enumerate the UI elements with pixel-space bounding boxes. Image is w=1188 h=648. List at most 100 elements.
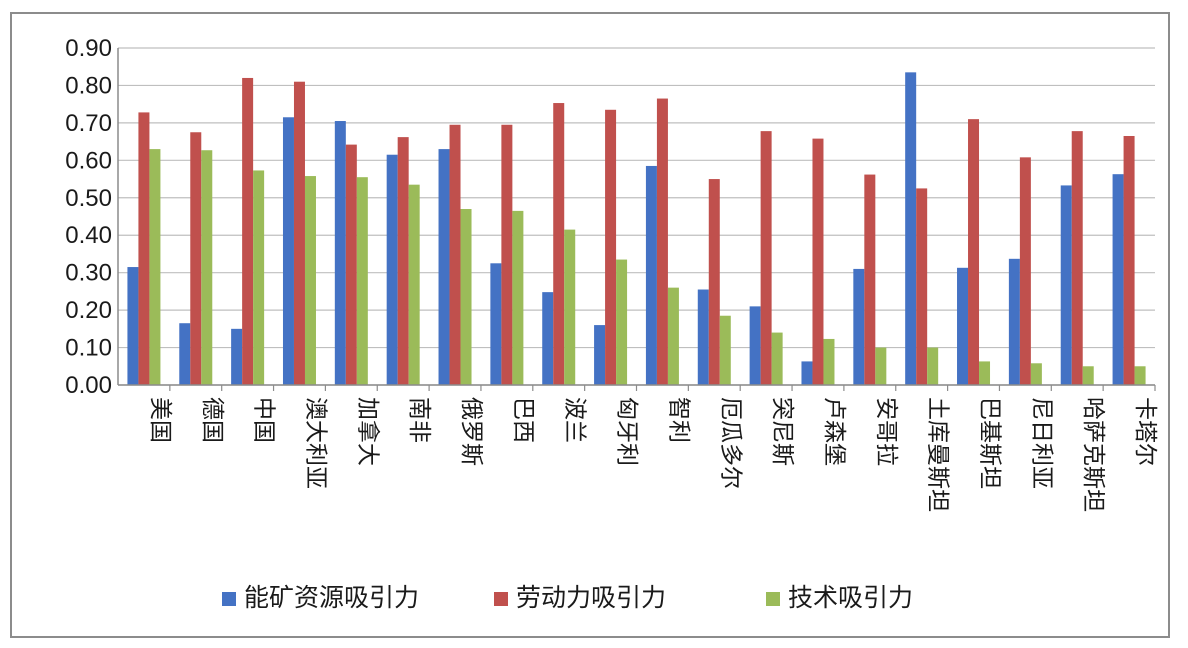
legend-label: 劳动力吸引力 xyxy=(516,583,666,612)
bar-2 xyxy=(1123,135,1135,385)
bar-1 xyxy=(127,267,139,385)
bar-1 xyxy=(594,325,606,385)
y-tick-label: 0.10 xyxy=(65,335,112,362)
legend-label: 能矿资源吸引力 xyxy=(244,583,419,612)
y-tick-label: 0.00 xyxy=(65,372,112,399)
y-axis: 0.00 0.10 0.20 0.30 0.40 0.50 0.60 0.70 0.80 0.90 xyxy=(65,35,119,399)
bar-3 xyxy=(512,210,524,385)
category-label: 匈牙利 xyxy=(614,397,640,466)
bar-3 xyxy=(253,170,265,385)
category-label: 巴西 xyxy=(510,397,536,443)
category-label: 智利 xyxy=(665,397,691,443)
bar-3 xyxy=(667,287,679,385)
bar-1 xyxy=(1008,258,1020,385)
category-label: 安哥拉 xyxy=(873,397,899,466)
bar-3 xyxy=(201,150,213,385)
bar-3 xyxy=(564,229,576,385)
bar-2 xyxy=(138,112,150,385)
bar-3 xyxy=(927,347,939,385)
category-label: 澳大利亚 xyxy=(302,397,328,489)
bar-1 xyxy=(645,165,657,385)
legend: 能矿资源吸引力 劳动力吸引力 技术吸引力 xyxy=(222,583,913,612)
bar-2 xyxy=(501,124,513,385)
bar-2 xyxy=(864,174,876,385)
y-tick-label: 0.80 xyxy=(65,72,112,99)
bar-2 xyxy=(605,109,617,386)
bar-2 xyxy=(242,77,254,385)
bar-1 xyxy=(697,289,709,385)
category-label: 俄罗斯 xyxy=(458,397,484,466)
bar-1 xyxy=(438,149,450,385)
bars xyxy=(127,72,1146,386)
bar-1 xyxy=(957,267,969,385)
category-label: 波兰 xyxy=(562,397,588,443)
bar-3 xyxy=(1082,366,1094,385)
bar-2 xyxy=(1071,131,1083,385)
legend-swatch xyxy=(766,592,780,606)
bar-3 xyxy=(460,209,472,385)
bar-2 xyxy=(812,138,824,385)
bar-3 xyxy=(616,259,628,385)
y-tick-label: 0.70 xyxy=(65,110,112,137)
gridlines xyxy=(118,47,1155,386)
y-tick-label: 0.50 xyxy=(65,185,112,212)
bar-2 xyxy=(190,132,202,385)
bar-3 xyxy=(979,361,991,385)
category-label: 美国 xyxy=(147,397,173,443)
bar-1 xyxy=(905,72,917,385)
bar-1 xyxy=(1060,185,1072,385)
bar-2 xyxy=(760,131,772,385)
bar-1 xyxy=(334,121,346,386)
bar-2 xyxy=(397,137,409,385)
bar-3 xyxy=(356,177,368,385)
bar-1 xyxy=(853,268,865,385)
bar-1 xyxy=(542,292,554,385)
bar-2 xyxy=(708,179,720,385)
category-label: 卢森堡 xyxy=(821,397,847,466)
bar-1 xyxy=(801,361,813,385)
x-axis: 美国 德国 中国 澳大利亚 加拿大 南非 俄罗斯 巴西 波兰 匈牙利 智利 厄瓜多尔 突尼斯 卢森堡 安哥拉… xyxy=(118,384,1158,512)
bar-1 xyxy=(179,323,191,385)
bar-2 xyxy=(449,124,461,385)
bar-2 xyxy=(345,144,357,385)
category-label: 南非 xyxy=(406,397,432,443)
legend-swatch xyxy=(494,592,508,606)
bar-1 xyxy=(386,154,398,385)
bar-3 xyxy=(875,347,887,385)
category-label: 尼日利亚 xyxy=(1028,397,1054,489)
y-tick-label: 0.60 xyxy=(65,147,112,174)
bar-3 xyxy=(149,149,161,385)
bar-2 xyxy=(968,119,980,386)
category-label: 土库曼斯坦 xyxy=(925,397,951,512)
y-tick-label: 0.30 xyxy=(65,260,112,287)
y-tick-label: 0.40 xyxy=(65,222,112,249)
category-label: 巴基斯坦 xyxy=(977,397,1003,489)
bar-2 xyxy=(293,81,305,385)
bar-1 xyxy=(749,306,761,385)
bar-2 xyxy=(656,98,668,386)
bar-1 xyxy=(1112,174,1124,385)
bar-1 xyxy=(282,117,294,386)
bar-1 xyxy=(231,328,243,385)
bar-3 xyxy=(719,315,731,385)
bar-2 xyxy=(1019,157,1031,385)
category-label: 厄瓜多尔 xyxy=(717,397,743,489)
category-label: 德国 xyxy=(199,397,225,443)
legend-swatch xyxy=(222,592,236,606)
y-tick-label: 0.90 xyxy=(65,35,112,62)
bar-3 xyxy=(1030,363,1042,385)
bar-3 xyxy=(771,332,783,385)
bar-2 xyxy=(553,103,565,385)
bar-3 xyxy=(408,184,420,385)
y-tick-label: 0.20 xyxy=(65,297,112,324)
bar-2 xyxy=(916,188,928,385)
legend-label: 技术吸引力 xyxy=(788,583,913,612)
bar-3 xyxy=(823,338,835,385)
category-label: 哈萨克斯坦 xyxy=(1080,397,1106,512)
category-label: 突尼斯 xyxy=(769,397,795,466)
category-label: 卡塔尔 xyxy=(1132,397,1158,466)
category-label: 中国 xyxy=(251,397,277,443)
category-label: 加拿大 xyxy=(354,397,381,466)
bar-3 xyxy=(304,176,316,385)
